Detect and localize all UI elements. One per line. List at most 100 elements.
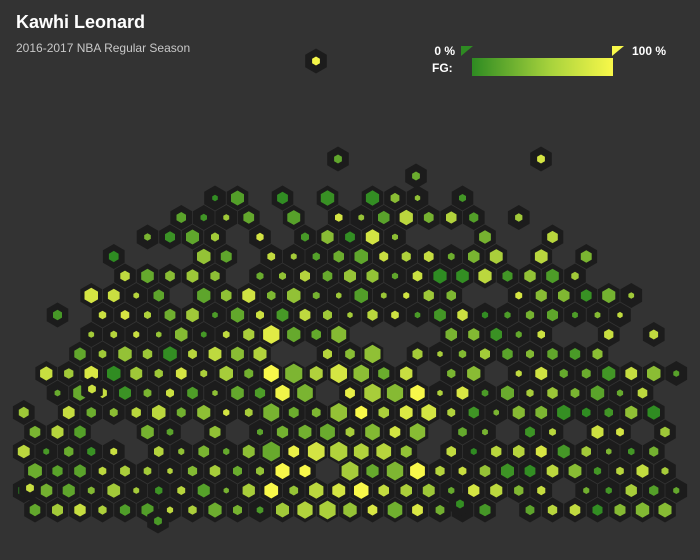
hex-fg-mark — [479, 464, 491, 478]
hex-fg-mark — [647, 405, 660, 420]
hex-fg-mark — [253, 346, 267, 362]
hex-fg-mark — [311, 329, 321, 340]
hex-fg-mark — [459, 194, 466, 202]
hex-fg-mark — [154, 368, 163, 379]
hex-fg-mark — [336, 292, 342, 299]
hex-fg-mark — [468, 406, 479, 419]
hex-fg-mark — [220, 250, 232, 263]
hex-fg-mark — [200, 213, 207, 222]
hex-fg-mark — [209, 425, 221, 439]
hex-fg-mark — [133, 330, 140, 339]
hex-fg-mark — [378, 484, 389, 497]
hex-fg-mark — [322, 270, 333, 282]
hex-fg-mark — [367, 504, 378, 516]
hex-fg-mark — [120, 310, 130, 320]
hex-fg-mark — [107, 365, 121, 382]
hex-fg-mark — [535, 445, 547, 458]
hex-fg-mark — [412, 348, 423, 360]
hex-fg-mark — [647, 365, 661, 382]
hex-fg-mark — [447, 368, 456, 379]
hex-fg-mark — [387, 501, 403, 519]
hex-fg-mark — [468, 249, 480, 264]
hex-fg-mark — [287, 210, 301, 225]
hex-fg-mark — [175, 367, 187, 380]
hex-fg-mark — [457, 308, 468, 322]
hex-fg-mark — [120, 270, 130, 282]
hex-cells — [12, 48, 688, 534]
hex-fg-mark — [446, 290, 456, 301]
hex-fg-mark — [378, 367, 390, 380]
hex-fg-mark — [54, 389, 61, 397]
hex-fg-mark — [625, 366, 638, 381]
hex-fg-mark — [547, 348, 558, 360]
hex-fg-mark — [209, 464, 221, 478]
hex-fg-mark — [263, 325, 280, 344]
hex-fg-mark — [279, 272, 286, 280]
hex-fg-mark — [421, 404, 437, 421]
hex-fg-mark — [447, 407, 456, 418]
hex-fg-mark — [74, 425, 86, 439]
hex-fg-mark — [617, 311, 623, 319]
hex-fg-mark — [482, 428, 488, 436]
hex-fg-mark — [152, 404, 166, 421]
hex-fg-mark — [345, 387, 355, 399]
hex-fg-mark — [414, 194, 421, 202]
hex-fg-mark — [625, 484, 637, 497]
hex-fg-mark — [570, 387, 580, 399]
hex-fg-mark — [53, 309, 62, 321]
hex-fg-mark — [87, 446, 96, 457]
hex-fg-mark — [386, 461, 404, 481]
hex-fg-mark — [572, 311, 578, 319]
hex-fg-mark — [256, 466, 264, 476]
hex-fg-mark — [423, 211, 434, 224]
hex-fg-mark — [256, 272, 264, 280]
hex-fg-mark — [391, 272, 399, 280]
hex-fg-mark — [637, 387, 648, 399]
hex-fg-mark — [602, 287, 616, 304]
hex-fg-mark — [176, 407, 186, 418]
hex-fg-mark — [535, 289, 547, 302]
hex-fg-mark — [546, 464, 559, 478]
hex-fg-mark — [119, 386, 131, 400]
hex-fg-mark — [353, 443, 369, 460]
hex-fg-mark — [287, 287, 301, 304]
hex-fg-mark — [74, 464, 86, 478]
hex-fg-mark — [334, 154, 342, 164]
hex-fg-mark — [307, 441, 325, 462]
hex-fg-mark — [594, 311, 601, 319]
hex-fg-mark — [582, 407, 591, 418]
hex-fg-mark — [230, 307, 245, 323]
hex-fg-mark — [332, 483, 346, 498]
hex-fg-mark — [43, 448, 50, 455]
hex-fg-mark — [602, 365, 616, 382]
hex-fg-mark — [187, 465, 198, 477]
hex-fg-mark — [345, 426, 355, 438]
hex-fg-mark — [131, 407, 141, 418]
hex-fg-mark — [549, 428, 556, 436]
hex-fg-mark — [312, 252, 320, 261]
hex-fg-mark — [300, 270, 310, 282]
hex-fg-mark — [593, 466, 602, 476]
hex-fg-mark — [366, 463, 379, 479]
hex-fg-mark — [276, 502, 289, 518]
fg-legend: 0 % 100 % FG: — [432, 44, 666, 76]
hex-fg-mark — [558, 288, 570, 303]
hex-fg-mark — [163, 346, 177, 362]
hex-fg-mark — [51, 425, 64, 439]
hex-fg-mark — [231, 385, 244, 401]
hex-fg-mark — [365, 229, 380, 245]
hex-fg-mark — [525, 426, 535, 438]
hex-fg-mark — [212, 389, 218, 397]
hex-fg-mark — [119, 504, 131, 516]
hex-fg-mark — [399, 405, 413, 420]
hex-fg-mark — [401, 251, 411, 262]
hex-fg-mark — [88, 331, 95, 338]
hex-fg-mark — [469, 212, 479, 223]
hex-fg-mark — [211, 232, 219, 242]
hex-fg-mark — [547, 230, 558, 244]
hex-fg-mark — [501, 385, 514, 401]
hex-fg-mark — [331, 325, 347, 344]
hex-fg-mark — [143, 466, 152, 476]
hex-fg-mark — [88, 384, 96, 394]
